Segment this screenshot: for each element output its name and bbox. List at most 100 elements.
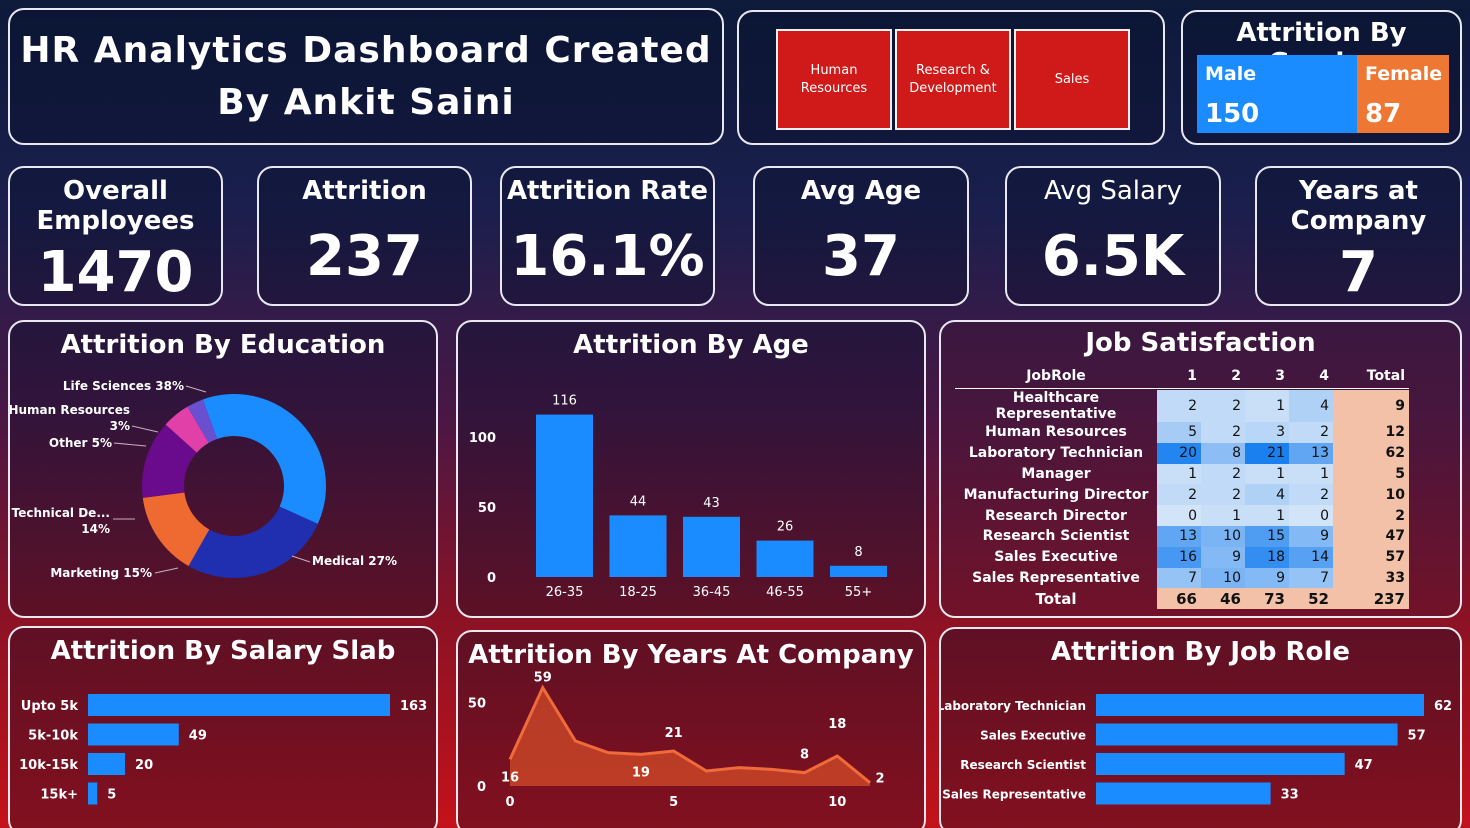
value-cell: 2	[1201, 463, 1245, 485]
kpi-attrition: Attrition 237	[257, 166, 472, 306]
column-header[interactable]: Total	[1366, 367, 1405, 384]
table-row[interactable]: Human Resources 5 2 3 2 12	[955, 422, 1409, 443]
bar[interactable]	[88, 694, 390, 716]
panel-title: Job Satisfaction	[1085, 328, 1316, 358]
column-header[interactable]: 3	[1275, 367, 1285, 384]
table-row[interactable]: Sales Executive 16 9 18 14 57	[955, 546, 1409, 568]
bar-value-label: 26	[777, 520, 794, 535]
area-line[interactable]	[508, 684, 871, 784]
row-total-cell: 12	[1333, 422, 1409, 443]
value-cell: 13	[1157, 525, 1201, 547]
bar[interactable]	[88, 723, 179, 746]
column-header[interactable]: 2	[1231, 367, 1241, 384]
bar[interactable]	[1096, 782, 1271, 805]
donut-slice[interactable]	[202, 394, 326, 524]
value-cell: 15	[1245, 525, 1289, 547]
bar[interactable]	[1096, 753, 1345, 775]
value-cell: 16	[1157, 546, 1201, 568]
job-role-cell: Research Director	[985, 507, 1127, 524]
kpi-value: 1470	[37, 240, 194, 305]
donut-slice[interactable]	[165, 406, 209, 453]
job-role-bar-chart: Laboratory Technician 62 Sales Executive 57…	[941, 694, 1452, 805]
point-label: 18	[828, 717, 846, 732]
category-label: 10k-15k	[19, 758, 78, 773]
kpi-value: 7	[1339, 240, 1378, 305]
y-tick-label: 0	[487, 571, 496, 586]
x-tick-label: 5	[669, 795, 678, 810]
kpi-label: Years at Company	[1290, 176, 1427, 236]
table-row[interactable]: Manager 1 2 1 1 5	[955, 463, 1409, 485]
data-label: 14%	[81, 522, 110, 536]
column-total-cell: 66	[1157, 588, 1201, 610]
bar[interactable]	[609, 515, 667, 577]
male-box[interactable]: Male 150	[1197, 55, 1357, 133]
kpi-value: 37	[822, 224, 900, 289]
female-box[interactable]: Female 87	[1357, 55, 1449, 133]
bar[interactable]	[683, 516, 740, 577]
bar-value-label: 116	[552, 394, 577, 409]
value-cell: 18	[1245, 546, 1289, 568]
table-row[interactable]: Research Scientist 13 10 15 9 47	[955, 525, 1409, 547]
slicer-research-development[interactable]: Research & Development	[895, 29, 1011, 130]
table-row[interactable]: Manufacturing Director 2 2 4 2 10	[955, 484, 1409, 506]
bar-value-label: 49	[189, 729, 207, 744]
panel-title: Attrition By Education	[60, 330, 386, 360]
bar-value-label: 44	[630, 494, 647, 509]
column-header[interactable]: 4	[1319, 367, 1329, 384]
y-tick-label: 100	[469, 431, 496, 446]
slicer-sales[interactable]: Sales	[1014, 29, 1130, 130]
category-label: 5k-10k	[28, 729, 78, 744]
title-line-1: HR Analytics Dashboard Created	[20, 29, 712, 71]
donut-slice[interactable]	[187, 399, 218, 443]
row-total-cell: 9	[1333, 390, 1409, 422]
bar[interactable]	[830, 565, 887, 577]
category-label: Upto 5k	[21, 699, 79, 714]
value-cell: 0	[1289, 505, 1333, 526]
column-total-cell: 52	[1289, 588, 1333, 610]
x-tick-label: 18-25	[619, 585, 657, 600]
bar[interactable]	[88, 782, 98, 805]
data-label: Marketing 15%	[50, 566, 152, 580]
value-cell: 2	[1157, 390, 1201, 422]
table-row[interactable]: Sales Representative 7 10 9 7 33	[955, 567, 1409, 589]
donut-slice[interactable]	[188, 506, 318, 578]
total-label: Total	[1035, 589, 1077, 608]
bar-value-label: 43	[703, 496, 720, 511]
value-cell: 2	[1157, 484, 1201, 506]
slicer-human-resources[interactable]: Human Resources	[776, 29, 892, 130]
value-cell: 1	[1245, 463, 1289, 485]
donut-slice[interactable]	[142, 424, 197, 498]
kpi-value: 16.1%	[510, 224, 705, 289]
value-cell: 1	[1201, 505, 1245, 526]
table-row[interactable]: Healthcare Representative 2 2 1 4 9	[955, 390, 1409, 422]
point-label: 21	[665, 726, 683, 741]
job-role-cell: Manufacturing Director	[963, 486, 1149, 503]
bar[interactable]	[536, 414, 593, 577]
table-row[interactable]: Laboratory Technician 20 8 21 13 62	[955, 442, 1409, 464]
column-header[interactable]: 1	[1187, 367, 1197, 384]
point-label: 19	[632, 765, 650, 780]
grand-total-cell: 237	[1333, 588, 1409, 610]
leader-line	[113, 442, 147, 447]
row-total-cell: 2	[1333, 505, 1409, 526]
title-card: HR Analytics Dashboard Created By Ankit …	[8, 8, 724, 145]
bar-value-label: 5	[107, 788, 116, 803]
table-row[interactable]: Research Director 0 1 1 0 2	[955, 505, 1409, 526]
data-label: Technical De...	[12, 506, 110, 520]
value-cell: 2	[1289, 484, 1333, 506]
bar[interactable]	[756, 540, 814, 577]
y-tick-label: 50	[478, 501, 496, 516]
donut-slice[interactable]	[142, 492, 210, 566]
bar[interactable]	[1096, 723, 1398, 746]
data-label: Human Resources	[10, 403, 130, 417]
point-label: 8	[800, 748, 809, 763]
category-label: Sales Executive	[980, 729, 1086, 743]
kpi-avg-age: Avg Age 37	[753, 166, 969, 306]
years-area-chart: 0 50 0 5 10 16 59 19 21 8 18 2	[468, 671, 885, 810]
column-header[interactable]: JobRole	[1026, 367, 1086, 384]
bar[interactable]	[88, 753, 126, 775]
bar[interactable]	[1096, 694, 1424, 716]
x-tick-label: 36-45	[693, 585, 731, 600]
row-total-cell: 5	[1333, 463, 1409, 485]
value-cell: 9	[1201, 546, 1245, 568]
